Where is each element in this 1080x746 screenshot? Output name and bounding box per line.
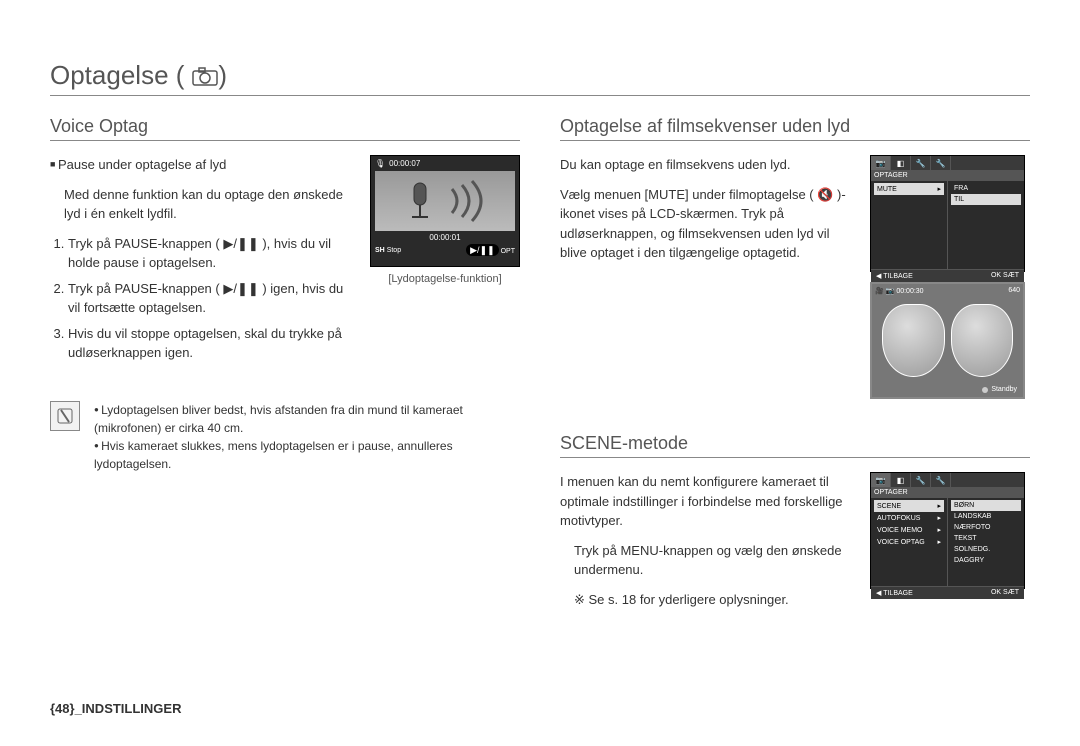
page-footer: {48}_INDSTILLINGER: [50, 701, 181, 716]
note-item: Lydoptagelsen bliver bedst, hvis afstand…: [94, 401, 520, 437]
note-list: Lydoptagelsen bliver bedst, hvis afstand…: [94, 401, 520, 473]
menu-item: FRA: [951, 183, 1021, 194]
menu-tab-icon: 📷: [871, 156, 891, 170]
lcd-stop: Stop: [387, 247, 401, 254]
voice-lcd-screen: 🎙 00:00:07 00:00:01 SH Stop ▶/❚❚ OPT: [370, 155, 520, 267]
photo-top-left: 🎥 📷 00:00:30: [875, 287, 924, 295]
menu-header: OPTAGER: [871, 170, 1024, 181]
photo-top-right: 640: [1008, 287, 1020, 295]
voice-intro-lead: Pause under optagelse af lyd: [50, 155, 354, 175]
scene-p3: ※ Se s. 18 for yderligere oplysninger.: [560, 590, 856, 610]
note-box: Lydoptagelsen bliver bedst, hvis afstand…: [50, 401, 520, 473]
menu-footer-ok: OK SÆT: [991, 589, 1019, 597]
menu-footer-back: ◀ TILBAGE: [876, 589, 913, 597]
menu-tab-icon: 🔧: [931, 156, 951, 170]
page-title-row: Optagelse ( ): [50, 60, 1030, 96]
voice-intro-body: Med denne funktion kan du optage den øns…: [50, 185, 354, 224]
play-pause-icon: ▶/❚❚: [466, 244, 499, 256]
menu-item: VOICE OPTAG: [874, 536, 944, 548]
lcd-counter: 00:00:01: [371, 233, 519, 242]
mute-menu-screen: 📷 ◧ 🔧 🔧 OPTAGER MUTE FRA: [870, 155, 1025, 272]
film-preview-screen: 🎥 📷 00:00:30 640 Standby: [870, 282, 1025, 399]
menu-footer-back: ◀ TILBAGE: [876, 272, 913, 280]
menu-item: DAGGRY: [951, 555, 1021, 566]
photo-faces: [882, 304, 1013, 377]
face-left: [882, 304, 945, 377]
note-item: Hvis kameraet slukkes, mens lydoptagelse…: [94, 437, 520, 473]
voice-step: Tryk på PAUSE-knappen ( ▶/❚❚ ) igen, hvi…: [68, 279, 354, 318]
scene-heading: SCENE-metode: [560, 433, 1030, 458]
page-title-close: ): [218, 60, 227, 91]
lcd-opt: OPT: [501, 248, 515, 255]
film-p2: Vælg menuen [MUTE] under filmoptagelse (…: [560, 185, 856, 263]
scene-menu-screen: 📷 ◧ 🔧 🔧 OPTAGER SCENE AUTOFOKUS VOICE ME…: [870, 472, 1025, 589]
voice-step: Hvis du vil stoppe optagelsen, skal du t…: [68, 324, 354, 363]
voice-heading: Voice Optag: [50, 116, 520, 141]
menu-footer-ok: OK SÆT: [991, 272, 1019, 280]
menu-item: TIL: [951, 194, 1021, 205]
lcd-caption: [Lydoptagelse-funktion]: [370, 273, 520, 285]
menu-tab-icon: ◧: [891, 473, 911, 487]
film-heading: Optagelse af filmsekvenser uden lyd: [560, 116, 1030, 141]
menu-item: BØRN: [951, 500, 1021, 511]
face-right: [951, 304, 1014, 377]
left-column: Voice Optag Pause under optagelse af lyd…: [50, 116, 520, 643]
voice-steps: Tryk på PAUSE-knappen ( ▶/❚❚ ), hvis du …: [50, 234, 354, 363]
menu-item: NÆRFOTO: [951, 522, 1021, 533]
menu-tab-icon: 🔧: [911, 156, 931, 170]
camera-icon: [192, 66, 218, 86]
menu-tab-icon: 🔧: [911, 473, 931, 487]
menu-tab-icon: 🔧: [931, 473, 951, 487]
menu-tab-icon: 📷: [871, 473, 891, 487]
menu-item: TEKST: [951, 533, 1021, 544]
voice-lcd-panel: 🎙 00:00:07 00:00:01 SH Stop ▶/❚❚ OPT: [370, 155, 520, 377]
menu-item: SOLNEDG.: [951, 544, 1021, 555]
note-icon: [50, 401, 80, 431]
lcd-sh: SH: [375, 247, 385, 254]
scene-p1: I menuen kan du nemt konfigurere kamerae…: [560, 472, 856, 531]
voice-step: Tryk på PAUSE-knappen ( ▶/❚❚ ), hvis du …: [68, 234, 354, 273]
menu-item-mute: MUTE: [874, 183, 944, 195]
menu-item: LANDSKAB: [951, 511, 1021, 522]
right-column: Optagelse af filmsekvenser uden lyd Du k…: [560, 116, 1030, 643]
menu-item: SCENE: [874, 500, 944, 512]
menu-item: VOICE MEMO: [874, 524, 944, 536]
menu-item: AUTOFOKUS: [874, 512, 944, 524]
rec-icon: 🎙: [375, 159, 385, 168]
menu-tab-icon: ◧: [891, 156, 911, 170]
page-title: Optagelse (: [50, 60, 184, 91]
mic-graphic: [375, 171, 515, 231]
menu-header: OPTAGER: [871, 487, 1024, 498]
film-p1: Du kan optage en filmsekvens uden lyd.: [560, 155, 856, 175]
scene-p2: Tryk på MENU-knappen og vælg den ønskede…: [560, 541, 856, 580]
lcd-top-time: 00:00:07: [389, 159, 420, 168]
standby-indicator: Standby: [982, 386, 1017, 393]
